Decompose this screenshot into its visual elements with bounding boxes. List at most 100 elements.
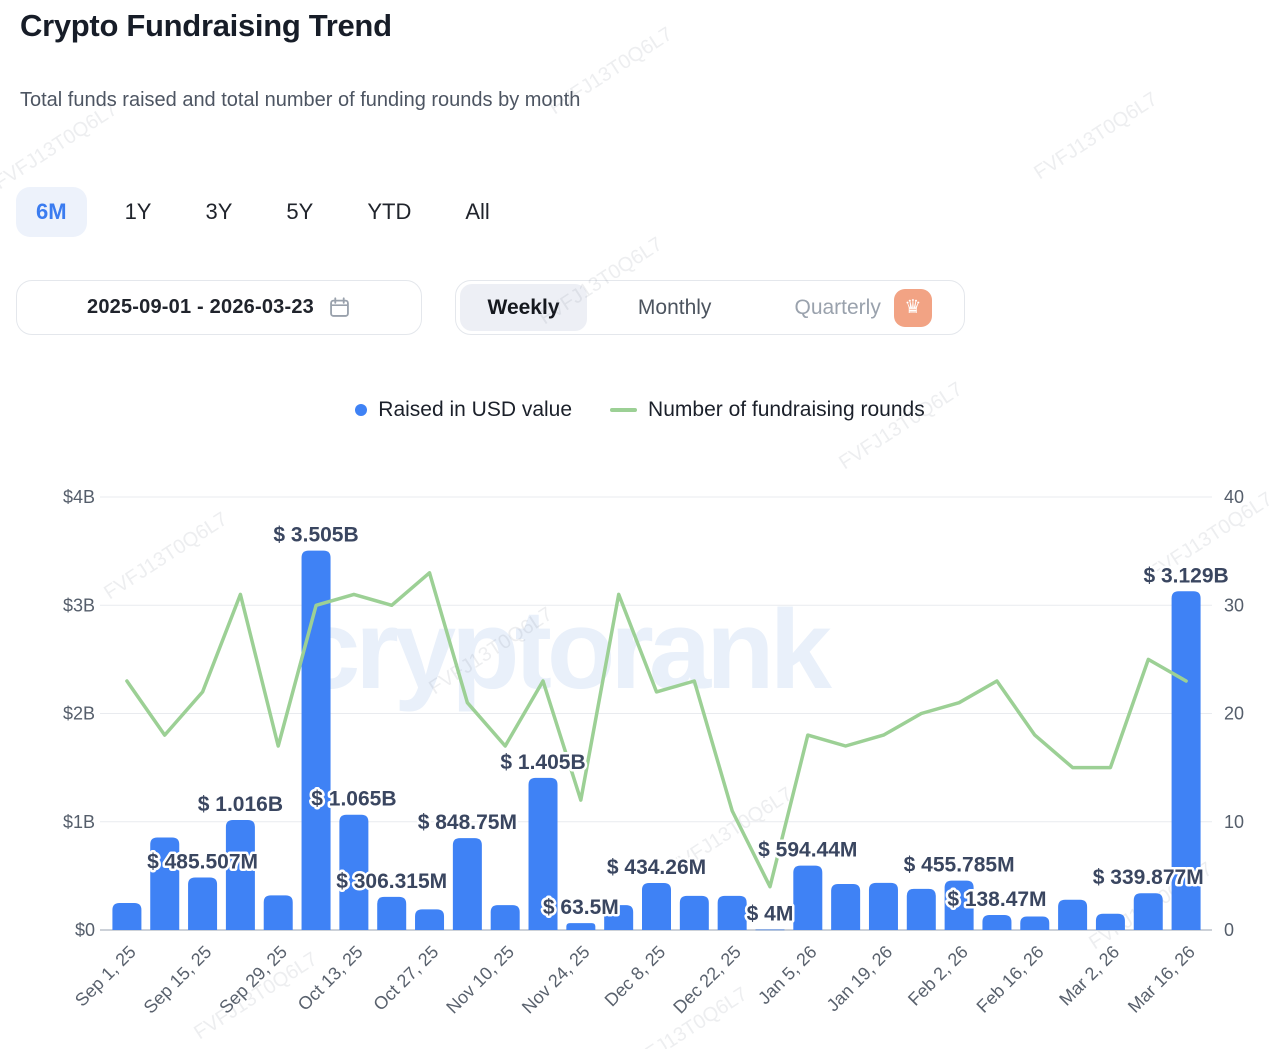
calendar-icon — [330, 297, 349, 317]
bar-sep-22-25 — [225, 820, 255, 930]
time-range-tabs: 6M 1Y 3Y 5Y YTD All — [16, 187, 506, 237]
range-tab-ytd[interactable]: YTD — [351, 187, 427, 237]
page-title: Crypto Fundraising Trend — [20, 8, 392, 43]
x-axis-tick: Dec 22, 25 — [669, 942, 745, 1018]
bar-value-label: $ 3.505B — [273, 524, 358, 547]
code-watermark: FVFJ13T0Q6L7 — [0, 98, 122, 195]
bar-value-label: $ 434.26M — [607, 856, 706, 879]
bar-sep-8-25 — [150, 837, 180, 930]
bar-sep-29-25 — [263, 895, 293, 930]
bar-nov-3-25 — [452, 838, 482, 930]
right-axis-tick: 30 — [1224, 595, 1244, 615]
bar-value-label: $ 485.507M — [147, 850, 258, 873]
page-subtitle: Total funds raised and total number of f… — [20, 89, 581, 111]
bar-dec-8-25 — [642, 882, 671, 930]
bar-oct-13-25 — [339, 814, 369, 930]
bar-value-label: $ 339.877M — [1093, 866, 1204, 889]
period-tab-quarterly-label: Quarterly — [794, 295, 881, 319]
range-tab-3y[interactable]: 3Y — [189, 187, 248, 237]
legend-line-icon — [610, 408, 638, 412]
bar-dec-29-25 — [755, 929, 785, 931]
range-tab-5y[interactable]: 5Y — [270, 187, 329, 237]
bar-feb-2-26 — [944, 880, 974, 930]
premium-badge: ♛ — [893, 288, 932, 327]
bar-value-label: $ 138.47M — [947, 888, 1046, 911]
period-tab-quarterly[interactable]: Quarterly ♛ — [762, 284, 964, 331]
x-axis-tick: Sep 1, 25 — [71, 942, 140, 1011]
x-axis-tick: Sep 29, 25 — [215, 942, 291, 1018]
bar-mar-9-26 — [1133, 893, 1163, 930]
legend-label-rounds: Number of fundraising rounds — [648, 398, 925, 421]
bar-oct-27-25 — [415, 909, 445, 930]
bar-jan-19-26 — [868, 882, 898, 930]
x-axis-tick: Feb 16, 26 — [973, 942, 1048, 1017]
crown-icon: ♛ — [904, 296, 922, 318]
date-range-value: 2025-09-01 - 2026-03-23 — [87, 296, 314, 318]
bar-value-label: $ 455.785M — [904, 854, 1015, 877]
bar-value-label: $ 1.065B — [311, 788, 396, 811]
bar-jan-12-26 — [831, 883, 861, 930]
cryptorank-watermark: cryptorank — [298, 587, 832, 712]
x-axis-tick: Feb 2, 26 — [904, 942, 972, 1010]
left-axis-tick: $2B — [63, 704, 95, 724]
legend-item-raised[interactable]: Raised in USD value — [355, 398, 572, 422]
bar-value-label: $ 848.75M — [418, 811, 517, 834]
period-tab-weekly[interactable]: Weekly — [460, 284, 587, 331]
bar-value-label: $ 63.5M — [543, 896, 619, 919]
legend-item-rounds[interactable]: Number of fundraising rounds — [610, 398, 925, 422]
bar-jan-5-26 — [793, 865, 823, 930]
chart-legend: Raised in USD value Number of fundraisin… — [0, 398, 1280, 422]
legend-label-raised: Raised in USD value — [378, 398, 573, 421]
x-axis-tick: Oct 27, 25 — [369, 942, 442, 1015]
range-tab-all[interactable]: All — [449, 187, 505, 237]
bar-value-label: $ 1.405B — [500, 751, 585, 774]
bar-dec-1-25 — [604, 905, 634, 930]
right-axis-tick: 10 — [1224, 812, 1244, 832]
x-axis-tick: Nov 24, 25 — [518, 942, 594, 1018]
right-axis-tick: 40 — [1224, 487, 1244, 507]
bar-sep-1-25 — [112, 902, 142, 930]
chart-controls: 2025-09-01 - 2026-03-23 Weekly Monthly Q… — [16, 280, 965, 335]
bar-feb-23-26 — [1058, 899, 1088, 930]
bar-jan-26-26 — [906, 888, 936, 930]
x-axis-tick: Sep 15, 25 — [140, 942, 216, 1018]
bar-feb-9-26 — [982, 915, 1012, 930]
bar-feb-16-26 — [1020, 916, 1050, 930]
bar-value-label: $ 4M — [747, 903, 794, 926]
x-axis-tick: Oct 13, 25 — [294, 942, 367, 1015]
left-axis-tick: $0 — [75, 920, 95, 940]
left-axis-tick: $3B — [63, 595, 95, 615]
bar-value-label: $ 594.44M — [758, 839, 857, 862]
bar-nov-10-25 — [490, 905, 520, 930]
bar-oct-20-25 — [377, 896, 407, 930]
date-range-picker[interactable]: 2025-09-01 - 2026-03-23 — [16, 280, 422, 335]
code-watermark: FVFJ13T0Q6L7 — [545, 23, 677, 120]
right-axis-tick: 20 — [1224, 704, 1244, 724]
bar-nov-17-25 — [528, 777, 558, 930]
bar-value-label: $ 3.129B — [1143, 564, 1228, 587]
legend-dot-icon — [355, 404, 368, 416]
x-axis-tick: Jan 5, 26 — [754, 942, 821, 1009]
range-tab-6m[interactable]: 6M — [16, 187, 87, 237]
period-tab-monthly[interactable]: Monthly — [587, 284, 762, 331]
bar-mar-2-26 — [1095, 913, 1125, 930]
x-axis-tick: Jan 19, 26 — [823, 942, 897, 1016]
left-axis-tick: $4B — [63, 487, 95, 507]
bar-oct-6-25 — [301, 550, 331, 930]
x-axis-tick: Mar 16, 26 — [1124, 942, 1199, 1017]
period-toggle: Weekly Monthly Quarterly ♛ — [455, 280, 965, 335]
x-axis-tick: Dec 8, 25 — [601, 942, 670, 1011]
bar-dec-22-25 — [717, 895, 747, 930]
bar-dec-15-25 — [679, 895, 709, 930]
x-axis-tick: Nov 10, 25 — [442, 942, 518, 1018]
range-tab-1y[interactable]: 1Y — [109, 187, 168, 237]
chart-area: cryptorank $4B 40 $3B 30 $2B 20 $1B 10 $0 0 $ 485.… — [0, 455, 1280, 1049]
code-watermark: FVFJ13T0Q6L7 — [1030, 88, 1162, 185]
bar-sep-15-25 — [188, 877, 218, 930]
right-axis-tick: 0 — [1224, 920, 1234, 940]
bar-value-label: $ 306.315M — [336, 870, 447, 893]
bar-value-label: $ 1.016B — [198, 793, 283, 816]
fundraising-chart-canvas: $4B 40 $3B 30 $2B 20 $1B 10 $0 0 $ 485.507M $ 1.016… — [63, 487, 1244, 1018]
left-axis-tick: $1B — [63, 812, 95, 832]
